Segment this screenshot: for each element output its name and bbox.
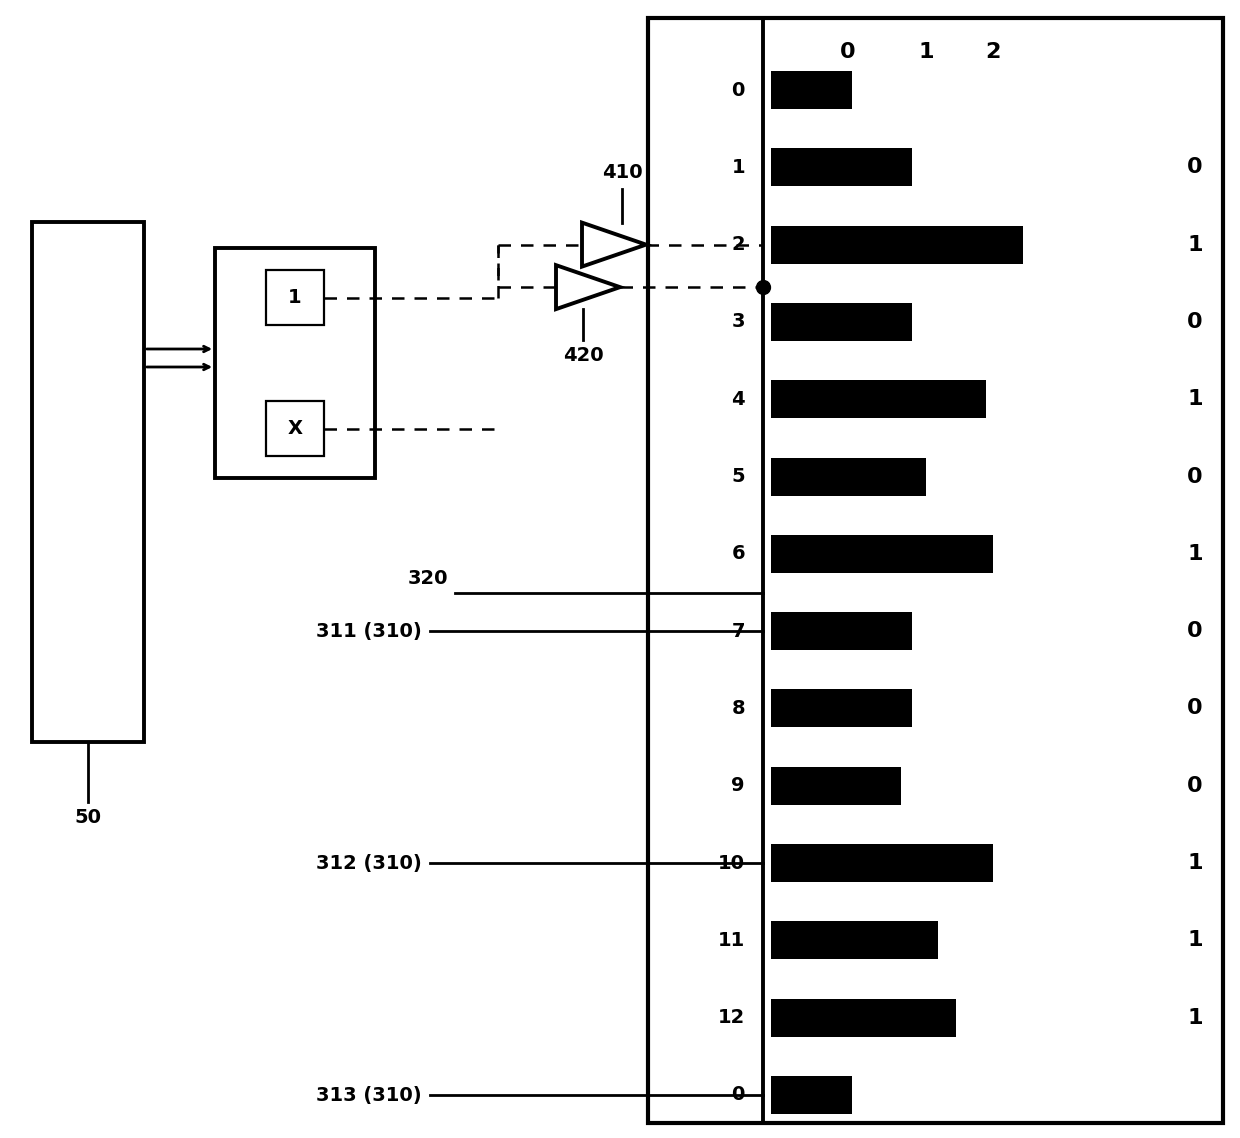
Text: 9: 9 bbox=[732, 776, 745, 795]
Bar bbox=[771, 922, 937, 959]
Bar bbox=[649, 18, 1223, 1123]
Bar bbox=[771, 457, 926, 495]
Text: 6: 6 bbox=[732, 544, 745, 563]
Bar bbox=[215, 248, 374, 478]
Bar bbox=[771, 380, 986, 419]
Bar bbox=[771, 767, 900, 805]
Text: 0: 0 bbox=[1187, 699, 1203, 718]
Bar bbox=[267, 270, 324, 325]
Text: 320: 320 bbox=[408, 569, 448, 588]
Text: 1: 1 bbox=[1187, 544, 1203, 563]
Text: 1: 1 bbox=[1187, 854, 1203, 873]
Bar bbox=[771, 690, 911, 727]
Text: 0: 0 bbox=[1187, 157, 1203, 178]
Polygon shape bbox=[582, 223, 646, 266]
Text: 4: 4 bbox=[732, 389, 745, 409]
Bar bbox=[771, 303, 911, 341]
Bar bbox=[771, 535, 993, 572]
Bar bbox=[32, 222, 144, 742]
Text: 0: 0 bbox=[732, 1086, 745, 1105]
Text: 1: 1 bbox=[919, 42, 934, 61]
Polygon shape bbox=[556, 265, 620, 310]
Text: 0: 0 bbox=[1187, 312, 1203, 332]
Text: 410: 410 bbox=[601, 163, 642, 182]
Bar bbox=[771, 225, 1023, 264]
Text: 1: 1 bbox=[1187, 389, 1203, 410]
Text: X: X bbox=[288, 419, 303, 438]
Text: 7: 7 bbox=[732, 621, 745, 641]
Text: 1: 1 bbox=[732, 158, 745, 176]
Text: 1: 1 bbox=[1187, 1007, 1203, 1028]
Bar bbox=[771, 71, 852, 109]
Text: 3: 3 bbox=[732, 313, 745, 331]
Text: 5: 5 bbox=[732, 467, 745, 486]
Bar bbox=[771, 999, 956, 1037]
Text: 312 (310): 312 (310) bbox=[316, 854, 422, 873]
Bar bbox=[267, 401, 324, 456]
Text: 313 (310): 313 (310) bbox=[316, 1086, 422, 1105]
Text: 1: 1 bbox=[288, 288, 301, 307]
Text: 2: 2 bbox=[732, 236, 745, 254]
Text: 0: 0 bbox=[841, 42, 856, 61]
Text: 1: 1 bbox=[1187, 234, 1203, 255]
Text: 50: 50 bbox=[74, 808, 102, 826]
Text: 1: 1 bbox=[1187, 931, 1203, 950]
Text: 0: 0 bbox=[732, 81, 745, 99]
Text: 0: 0 bbox=[1187, 467, 1203, 487]
Text: 0: 0 bbox=[1187, 776, 1203, 795]
Text: 8: 8 bbox=[732, 699, 745, 718]
Text: 10: 10 bbox=[718, 854, 745, 873]
Text: 11: 11 bbox=[718, 931, 745, 950]
Text: 12: 12 bbox=[718, 1008, 745, 1028]
Bar bbox=[771, 148, 911, 187]
Text: 420: 420 bbox=[563, 346, 604, 364]
Bar bbox=[771, 844, 993, 882]
Bar bbox=[771, 612, 911, 650]
Bar bbox=[771, 1077, 852, 1114]
Text: 311 (310): 311 (310) bbox=[316, 621, 422, 641]
Text: 0: 0 bbox=[1187, 621, 1203, 641]
Text: 2: 2 bbox=[986, 42, 1001, 61]
